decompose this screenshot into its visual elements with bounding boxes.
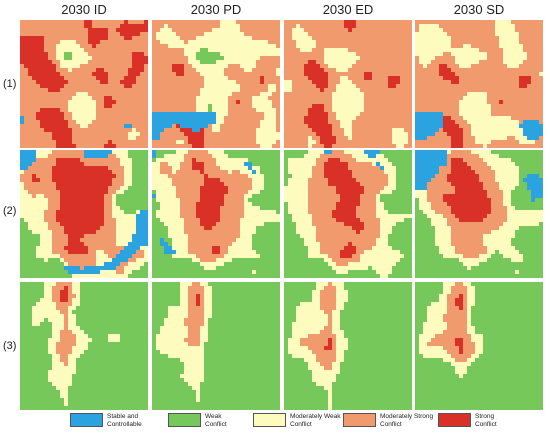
map-r1-ed [284,20,412,148]
column-title-sd: 2030 SD [453,2,505,17]
map-r2-sd [415,150,543,278]
column-title-ed: 2030 ED [322,2,374,17]
legend-swatch-moderately-strong [343,413,376,427]
legend-swatch-stable [70,413,103,427]
map-r2-pd [152,150,280,278]
row-label-3: (3) [3,340,17,352]
map-r3-sd [415,282,543,410]
map-r2-ed [284,150,412,278]
legend-swatch-moderately-weak [253,413,286,427]
row-label-1: (1) [3,78,17,90]
map-r1-id [20,20,148,148]
map-r3-ed [284,282,412,410]
row-label-2: (2) [3,205,17,217]
legend-swatch-weak [168,413,201,427]
legend-label-moderately-weak: Moderately Weak Conflict [290,413,341,428]
legend-label-weak: Weak Conflict [205,413,227,428]
legend-swatch-strong [438,413,471,427]
column-title-pd: 2030 PD [190,2,242,17]
legend-label-moderately-strong: Moderately Strong Conflict [380,413,434,428]
column-title-id: 2030 ID [61,2,107,17]
map-r2-id [20,150,148,278]
legend-label-strong: Strong Conflict [475,413,497,428]
map-r1-pd [152,20,280,148]
legend-label-stable: Stable and Controllable [107,413,142,428]
legend: Stable and Controllable Weak Conflict Mo… [70,413,550,437]
map-r3-id [20,282,148,410]
map-r1-sd [415,20,543,148]
map-r3-pd [152,282,280,410]
